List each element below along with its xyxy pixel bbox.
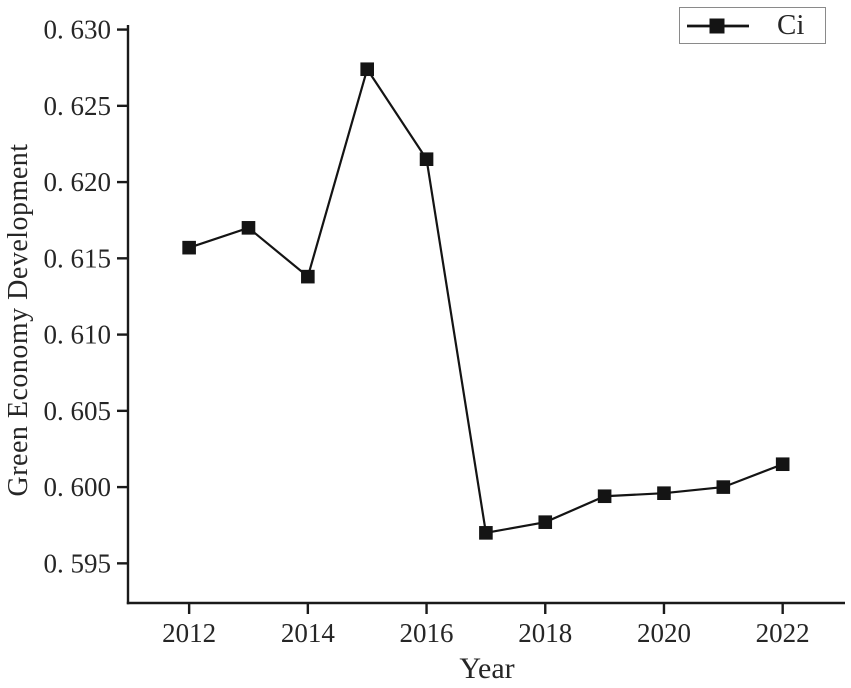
y-tick-label: 0. 630 [44, 15, 112, 45]
data-point [360, 62, 374, 77]
data-series-line [188, 66, 784, 535]
x-tick-label: 2018 [518, 618, 572, 648]
data-point [775, 457, 790, 472]
data-point [241, 221, 256, 235]
data-point [301, 269, 315, 284]
data-point [716, 480, 731, 494]
y-tick-label: 0. 595 [44, 548, 112, 578]
x-tick-label: 2022 [756, 618, 810, 648]
y-tick-label: 0. 625 [44, 91, 112, 121]
y-tick-label: 0. 615 [44, 243, 112, 273]
x-tick-label: 2020 [637, 618, 691, 648]
legend-line-marker-icon [687, 18, 749, 33]
y-tick-label: 0. 600 [44, 472, 112, 502]
data-point [479, 526, 493, 540]
data-point [538, 515, 553, 529]
x-tick-label: 2016 [400, 618, 454, 648]
data-point [657, 486, 671, 500]
y-tick-label: 0. 605 [44, 396, 112, 426]
y-axis-title: Green Economy Development [3, 143, 34, 497]
legend-label: Ci [777, 9, 805, 41]
data-point [182, 240, 196, 255]
x-axis-title: Year [459, 652, 515, 685]
data-point [419, 152, 434, 167]
y-tick-label: 0. 610 [44, 320, 112, 350]
legend-box: Ci [679, 7, 826, 44]
x-tick-label: 2012 [162, 618, 216, 648]
x-tick-label: 2014 [281, 618, 336, 648]
data-point [597, 489, 612, 504]
y-tick-label: 0. 620 [44, 167, 112, 197]
